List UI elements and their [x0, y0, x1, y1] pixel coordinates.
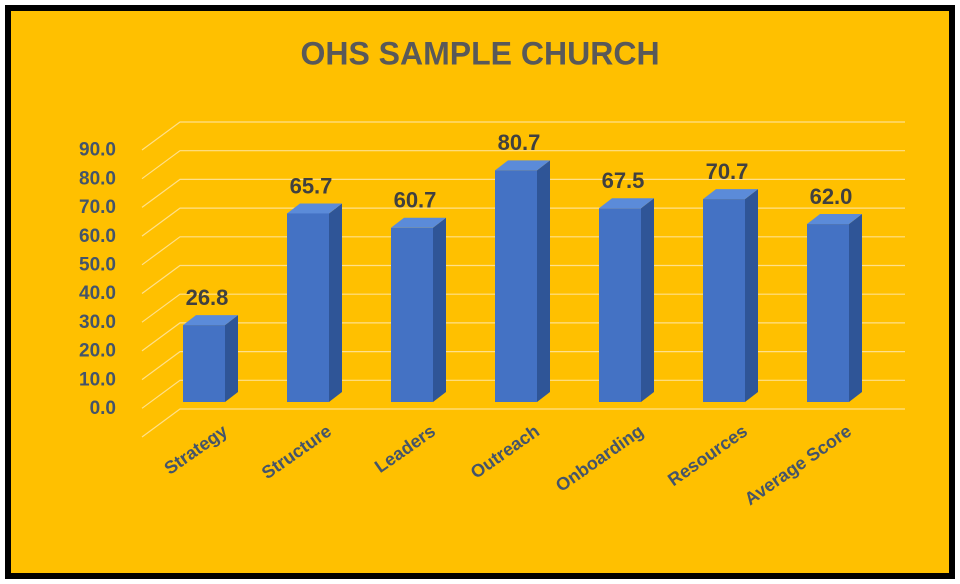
- bar: [287, 213, 329, 402]
- bar-side: [329, 203, 342, 402]
- value-label: 26.8: [186, 285, 229, 310]
- bar-side: [745, 189, 758, 402]
- bar: [599, 208, 641, 402]
- y-tick-label: 50.0: [79, 255, 116, 276]
- grid-line: [141, 150, 905, 180]
- bar-top: [287, 203, 342, 214]
- bar: [703, 199, 745, 402]
- y-tick-label: 0.0: [90, 398, 116, 419]
- grid-line: [141, 351, 905, 381]
- grid-line: [141, 379, 905, 409]
- chart-title: OHS SAMPLE CHURCH: [300, 35, 659, 71]
- value-label: 70.7: [706, 159, 749, 184]
- bar: [183, 325, 225, 402]
- bar: [495, 170, 537, 402]
- y-tick-label: 40.0: [79, 283, 116, 304]
- y-tick-label: 20.0: [79, 341, 116, 362]
- y-tick-label: 10.0: [79, 369, 116, 390]
- bar-top: [495, 160, 550, 171]
- grid-line: [141, 207, 905, 237]
- bar-top: [183, 315, 238, 326]
- bar-top: [703, 189, 758, 200]
- plot-top-edge: [141, 121, 905, 151]
- grid-line: [141, 178, 905, 208]
- y-tick-label: 80.0: [79, 168, 116, 189]
- bar-top: [599, 198, 654, 209]
- value-label: 80.7: [498, 130, 541, 155]
- bar-top: [807, 214, 862, 225]
- value-label: 67.5: [602, 168, 645, 193]
- y-tick-label: 30.0: [79, 312, 116, 333]
- y-tick-label: 90.0: [79, 140, 116, 161]
- value-label: 62.0: [810, 184, 853, 209]
- bar-top: [391, 217, 446, 228]
- y-tick-label: 60.0: [79, 226, 116, 247]
- bar-side: [537, 160, 550, 402]
- grid-line: [141, 264, 905, 294]
- grid-line: [141, 322, 905, 352]
- bar: [391, 227, 433, 402]
- bar-side: [641, 198, 654, 402]
- bar-side: [433, 217, 446, 402]
- grid-line: [141, 408, 905, 438]
- value-label: 60.7: [394, 188, 437, 213]
- y-tick-label: 70.0: [79, 197, 116, 218]
- value-label: 65.7: [290, 173, 333, 198]
- grid-line: [141, 293, 905, 323]
- grid-line: [141, 236, 905, 266]
- bar: [807, 224, 849, 402]
- bar-side: [849, 214, 862, 402]
- chart-background: [5, 5, 955, 579]
- bar-side: [225, 315, 238, 402]
